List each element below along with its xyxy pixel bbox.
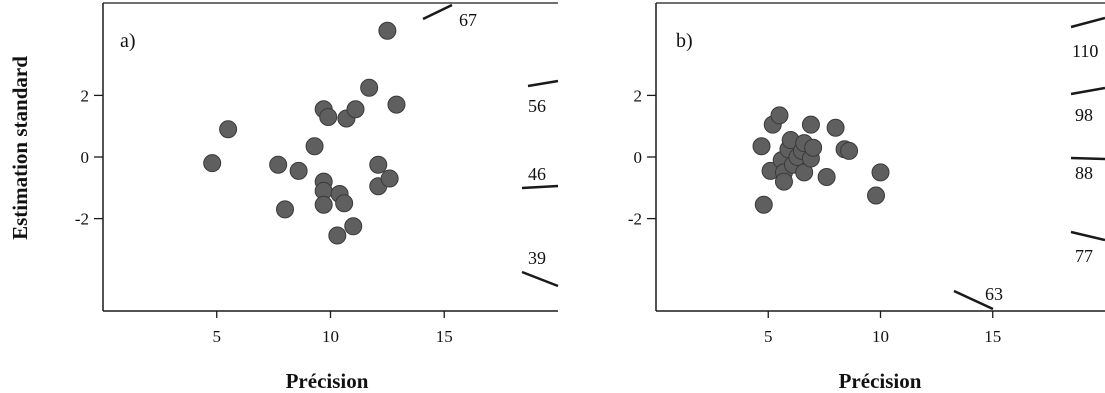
- panel-b-label: b): [676, 30, 693, 52]
- panel-b-x-tick-label: 10: [872, 327, 889, 346]
- panel-b-data-point: [840, 141, 859, 160]
- panel-b-radial-label: 63: [985, 284, 1003, 304]
- y-axis-title: Estimation standard: [8, 56, 32, 240]
- panel-b-data-point: [752, 137, 771, 156]
- panel-b-radial-label: 88: [1075, 163, 1093, 183]
- panel-a-radial-tick: [521, 270, 559, 288]
- panel-b-data-point: [801, 115, 820, 134]
- panel-b-x-tick-label: 5: [764, 327, 773, 346]
- panel-a-x-tick-label: 15: [436, 327, 453, 346]
- panel-a-data-point: [269, 155, 288, 174]
- panel-a-data-point: [369, 155, 388, 174]
- panel-a-radial-tick: [527, 79, 559, 88]
- panel-b-radial-tick: [1070, 86, 1105, 96]
- panel-b-data-point: [817, 168, 836, 187]
- panel-a-x-ticks: 5 10 15: [213, 311, 453, 346]
- panel-b-y-tick-label: 0: [634, 148, 643, 167]
- panel-a-data-point: [276, 200, 294, 219]
- panel-b-data-point: [770, 106, 789, 125]
- panel-a-data-point: [360, 78, 379, 97]
- panel-b-points: [752, 106, 890, 214]
- panel-b-radial-label: 110: [1072, 41, 1098, 61]
- panel-b-data-point: [774, 172, 793, 191]
- panel-b-data-point: [826, 118, 845, 137]
- panel-a-y-tick-label: -2: [75, 210, 89, 229]
- panel-a-data-point: [305, 137, 324, 156]
- panel-a-data-point: [319, 107, 338, 126]
- panel-b-y-tick-label: -2: [628, 210, 642, 229]
- panel-a-data-point: [289, 161, 308, 180]
- panel-b-y-tick-label: 2: [634, 86, 643, 105]
- panel-b-data-point: [804, 138, 823, 157]
- panel-a-radial-label: 67: [459, 10, 477, 30]
- panel-a-data-point: [203, 154, 222, 173]
- panel-b-radial-label: 77: [1075, 246, 1093, 266]
- panel-a-y-ticks: 2 0 -2: [75, 86, 103, 229]
- panel-b-radial-tick: [1070, 16, 1105, 29]
- panel-a-data-point: [314, 195, 333, 214]
- panel-a-data-point: [335, 194, 354, 213]
- panel-a-x-axis-title: Précision: [286, 369, 369, 393]
- panel-a-radial-label: 39: [528, 248, 546, 268]
- panel-a-label: a): [120, 30, 136, 52]
- panel-b-radial-markers: 110 98 88 77 63: [953, 16, 1105, 311]
- panel-b-x-tick-label: 15: [984, 327, 1001, 346]
- panel-a-points: [203, 21, 406, 245]
- panel-b-radial-label: 98: [1075, 105, 1093, 125]
- panel-a-data-point: [344, 217, 363, 236]
- panel-a-data-point: [328, 226, 347, 245]
- panel-a-data-point: [387, 95, 406, 114]
- panel-a-y-tick-label: 0: [81, 148, 90, 167]
- panel-b-data-point: [867, 186, 886, 205]
- panel-a-radial-markers: 67 56 46 39: [422, 3, 559, 288]
- panel-a-x-tick-label: 10: [322, 327, 339, 346]
- panel-a-radial-label: 56: [528, 96, 546, 116]
- panel-b-data-point: [871, 163, 890, 182]
- panel-a-data-point: [219, 120, 238, 139]
- panel-a-x-tick-label: 5: [213, 327, 222, 346]
- panel-a-radial-tick: [521, 184, 559, 190]
- panel-b-radial-tick: [1070, 230, 1105, 242]
- panel-a-data-point: [380, 169, 399, 188]
- panel-a-data-point: [346, 100, 365, 119]
- panel-b-radial-tick: [1070, 156, 1105, 161]
- panel-b-x-ticks: 5 10 15: [764, 311, 1001, 346]
- panel-b-data-point: [754, 195, 773, 214]
- panel-b-x-axis-title: Précision: [839, 369, 922, 393]
- panel-a-radial-tick: [422, 3, 453, 21]
- panel-b-radial-tick: [953, 289, 994, 311]
- panel-a-data-point: [378, 21, 397, 40]
- panel-a-y-tick-label: 2: [81, 86, 90, 105]
- panel-a-radial-label: 46: [528, 164, 546, 184]
- panel-b-y-ticks: 2 0 -2: [628, 86, 656, 229]
